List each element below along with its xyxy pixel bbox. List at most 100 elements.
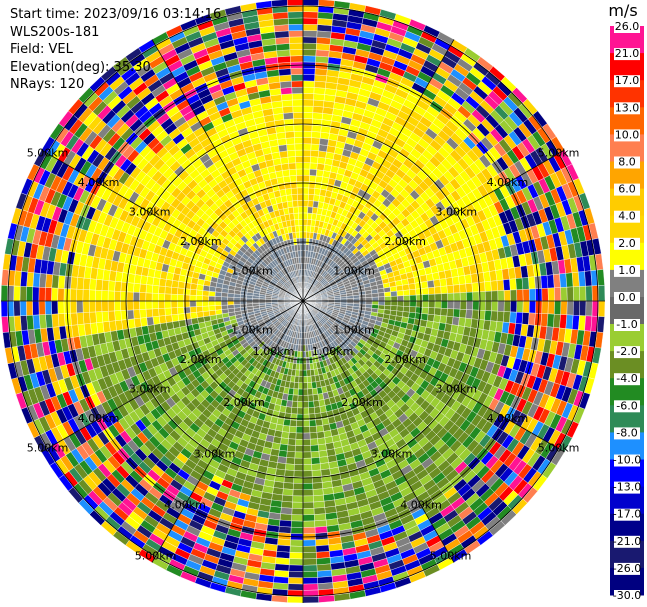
velocity-gate — [51, 287, 59, 302]
velocity-gate — [108, 280, 116, 292]
velocity-gate — [414, 312, 423, 320]
velocity-gate — [279, 519, 292, 528]
velocity-gate — [165, 279, 173, 288]
velocity-gate — [302, 539, 316, 547]
velocity-gate — [95, 279, 103, 291]
velocity-gate — [484, 310, 492, 321]
velocity-gate — [291, 407, 298, 415]
velocity-gate — [164, 300, 172, 309]
velocity-gate — [313, 400, 320, 408]
velocity-gate — [491, 300, 499, 312]
velocity-gate — [271, 594, 288, 603]
velocity-gate — [1, 316, 10, 333]
velocity-gate — [306, 369, 312, 377]
velocity-gate — [284, 469, 295, 478]
velocity-gate — [485, 300, 492, 312]
velocity-gate — [287, 596, 304, 604]
velocity-gate — [221, 300, 228, 306]
velocity-gate — [208, 290, 216, 297]
velocity-gate — [402, 284, 410, 291]
velocity-gate — [202, 290, 210, 297]
velocity-gate — [547, 287, 555, 302]
velocity-gate — [0, 300, 8, 317]
velocity-gate — [309, 425, 317, 434]
velocity-gate — [195, 295, 203, 302]
velocity-gate — [472, 291, 480, 302]
velocity-gate — [528, 276, 536, 290]
velocity-gate — [290, 539, 304, 547]
velocity-gate — [302, 130, 313, 138]
field-label: Field: VEL — [10, 42, 73, 57]
velocity-gate — [57, 288, 65, 302]
velocity-gate — [302, 55, 316, 63]
velocity-gate — [89, 311, 97, 324]
velocity-gate — [315, 55, 329, 64]
velocity-gate — [521, 277, 530, 290]
velocity-gate — [302, 212, 308, 220]
velocity-gate — [164, 293, 172, 302]
velocity-gate — [302, 156, 311, 163]
velocity-gate — [288, 571, 304, 578]
velocity-gate — [299, 357, 304, 365]
velocity-gate — [302, 93, 315, 101]
velocity-gate — [76, 300, 84, 314]
velocity-gate — [317, 18, 333, 26]
velocity-gate — [421, 287, 429, 295]
velocity-gate — [76, 288, 84, 302]
velocity-gate — [295, 432, 304, 440]
velocity-gate — [503, 300, 511, 313]
velocity-gate — [310, 156, 319, 164]
velocity-gate — [32, 272, 41, 288]
velocity-gate — [302, 583, 319, 591]
velocity-gate — [311, 457, 321, 465]
velocity-gate — [434, 300, 442, 309]
velocity-gate — [76, 277, 85, 290]
velocity-gate — [566, 286, 574, 302]
velocity-gate — [208, 310, 217, 317]
velocity-gate — [280, 507, 293, 515]
velocity-gate — [559, 314, 568, 329]
velocity-gate — [318, 449, 328, 458]
velocity-gate — [311, 469, 322, 478]
velocity-gate — [177, 300, 184, 308]
velocity-gate — [516, 289, 524, 302]
velocity-gate — [101, 290, 109, 302]
velocity-gate — [302, 571, 318, 578]
velocity-gate — [422, 294, 429, 302]
velocity-gate — [307, 394, 314, 402]
velocity-gate — [384, 291, 392, 297]
velocity-gate — [302, 137, 312, 145]
velocity-gate — [365, 293, 373, 298]
velocity-gate — [276, 544, 291, 553]
velocity-gate — [294, 445, 304, 453]
velocity-gate — [529, 300, 536, 314]
velocity-gate — [371, 300, 379, 306]
velocity-gate — [509, 311, 517, 324]
velocity-gate — [365, 300, 373, 305]
velocity-gate — [293, 470, 304, 478]
velocity-gate — [302, 357, 307, 365]
velocity-gate — [190, 317, 199, 325]
velocity-gate — [132, 300, 140, 311]
velocity-gate — [309, 432, 318, 440]
velocity-gate — [281, 501, 293, 509]
velocity-gate — [177, 313, 186, 321]
velocity-gate — [428, 293, 436, 302]
velocity-gate — [378, 300, 385, 306]
velocity-gate — [302, 413, 310, 421]
velocity-gate — [215, 309, 223, 316]
velocity-gate — [302, 495, 314, 503]
velocity-gate — [402, 289, 410, 296]
velocity-gate — [598, 300, 606, 317]
velocity-gate — [453, 300, 461, 310]
velocity-gate — [183, 312, 192, 320]
velocity-gate — [279, 513, 292, 522]
velocity-gate — [302, 520, 316, 528]
velocity-gate — [126, 291, 134, 302]
velocity-gate — [70, 288, 77, 302]
velocity-gate — [466, 300, 474, 311]
velocity-gate — [302, 99, 314, 107]
velocity-gate — [302, 558, 317, 566]
velocity-gate — [466, 291, 474, 302]
velocity-gate — [151, 292, 159, 302]
